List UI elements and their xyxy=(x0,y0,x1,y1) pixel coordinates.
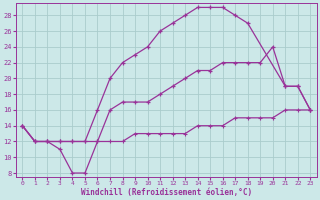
X-axis label: Windchill (Refroidissement éolien,°C): Windchill (Refroidissement éolien,°C) xyxy=(81,188,252,197)
